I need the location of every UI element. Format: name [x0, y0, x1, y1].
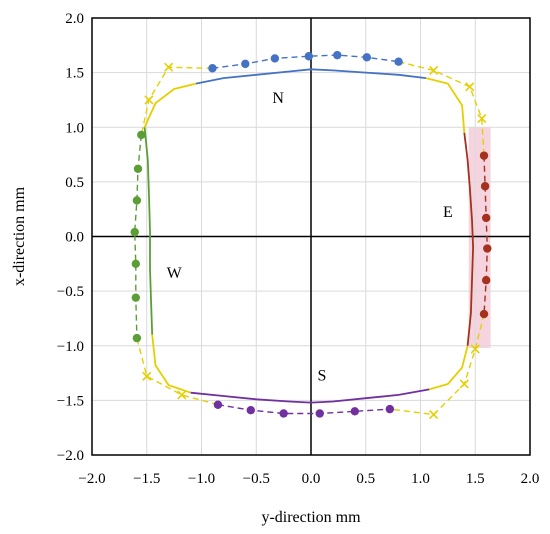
north-point	[270, 54, 280, 63]
y-tick-labels: −2.0 −1.5 −1.0 −0.5 0.0 0.5 1.0 1.5 2.0	[57, 11, 84, 464]
corner-x-point	[459, 379, 469, 389]
north-point	[304, 52, 314, 61]
x-tick-labels: −2.0 −1.5 −1.0 −0.5 0.0 0.5 1.0 1.5 2.0	[78, 471, 539, 487]
east-point	[483, 244, 492, 253]
x-tick-label: −1.5	[133, 471, 160, 487]
center-axes	[92, 18, 530, 455]
north-point	[394, 57, 403, 66]
x-tick-label: 2.0	[521, 471, 540, 487]
corner-dashed-line-x-markers-12	[140, 66, 213, 136]
east-solid-line-2	[463, 132, 475, 346]
corner-x-point	[470, 344, 480, 354]
south-point	[385, 404, 395, 414]
corner-solid-line-9	[425, 77, 466, 133]
corner-x-point	[429, 410, 439, 420]
west-point	[131, 293, 140, 302]
north-point	[362, 53, 372, 62]
y-tick-label: 1.5	[65, 66, 84, 82]
y-axis-title: x-direction mm	[11, 186, 28, 286]
north-point	[208, 64, 217, 73]
plot-frame	[91, 17, 531, 456]
west-point	[137, 130, 146, 140]
series-markers	[130, 50, 492, 420]
south-solid-line-4	[190, 388, 430, 404]
corner-x-point	[164, 62, 174, 72]
region-label-s: S	[317, 368, 326, 385]
east-point	[480, 182, 490, 191]
corner-x-point	[429, 65, 439, 76]
west-point	[131, 259, 140, 269]
east-dashed-line-markers-3	[483, 155, 489, 315]
corner-solid-line-10	[429, 345, 469, 391]
north-point	[241, 59, 250, 69]
corner-x-point	[142, 371, 152, 381]
south-point	[350, 407, 359, 416]
region-label-e: E	[443, 204, 453, 221]
south-point	[315, 409, 324, 418]
corner-solid-line-8	[143, 82, 197, 128]
west-point	[133, 164, 143, 173]
corner-solid-line-11	[151, 334, 191, 394]
east-point	[479, 309, 489, 319]
west-solid-line-6	[143, 127, 154, 335]
x-axis-title: y-direction mm	[261, 509, 361, 526]
x-tick-label: 1.0	[411, 471, 430, 487]
y-tick-label: 2.0	[65, 11, 84, 27]
y-tick-label: −1.5	[57, 393, 84, 409]
west-point	[132, 196, 142, 205]
south-point	[213, 400, 223, 409]
region-label-w: W	[167, 265, 183, 282]
corner-x-point	[144, 95, 154, 105]
corner-x-point	[477, 113, 487, 124]
y-tick-label: −2.0	[57, 448, 84, 464]
south-point	[246, 406, 255, 415]
y-tick-label: 0.0	[65, 230, 84, 246]
east-point	[479, 151, 489, 160]
y-tick-label: −0.5	[57, 284, 84, 300]
x-tick-label: 1.5	[466, 471, 485, 487]
west-point	[132, 333, 142, 343]
west-point	[130, 227, 139, 237]
x-tick-label: −1.0	[188, 471, 215, 487]
x-tick-label: 0.0	[302, 471, 321, 487]
region-label-n: N	[272, 90, 284, 107]
y-tick-label: 0.5	[65, 175, 84, 191]
north-point	[333, 50, 342, 60]
y-tick-label: 1.0	[65, 120, 84, 136]
x-tick-label: 0.5	[356, 471, 375, 487]
east-point	[482, 213, 491, 223]
corner-x-point	[465, 82, 475, 92]
region-labels: N E S W	[167, 90, 453, 384]
y-tick-label: −1.0	[57, 339, 84, 355]
south-point	[279, 409, 288, 418]
south-dashed-line-markers-5	[217, 404, 390, 415]
x-tick-label: −0.5	[243, 471, 270, 487]
east-point	[482, 276, 491, 285]
corner-x-point	[177, 390, 187, 400]
north-solid-line-0	[195, 68, 427, 85]
x-tick-label: −2.0	[78, 471, 105, 487]
